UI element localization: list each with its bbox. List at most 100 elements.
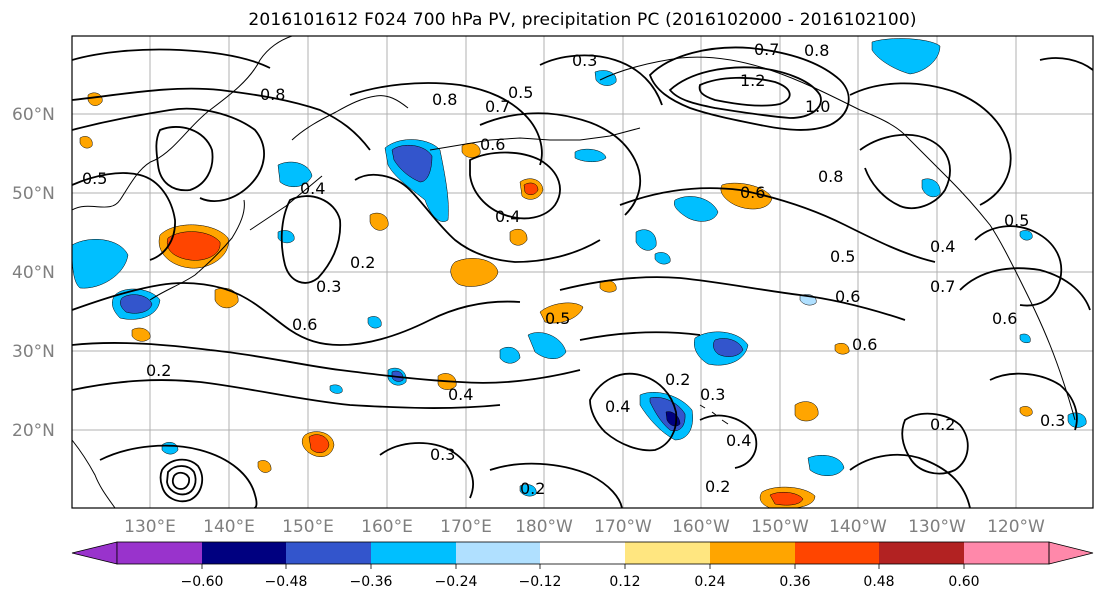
contour-label: 0.7 [754, 40, 779, 59]
precip-positive-area [794, 401, 819, 422]
colorbar: −0.60 −0.48 −0.36 −0.24 −0.12 0.12 0.24 … [71, 541, 1094, 590]
lon-label-150w: 150°W [751, 517, 809, 537]
pv-contours [72, 46, 1093, 508]
contour-label: 0.4 [495, 207, 520, 226]
colorbar-tick-label: −0.12 [519, 574, 562, 590]
contour-label: 0.4 [300, 179, 325, 198]
contour-label: 0.4 [930, 237, 955, 256]
contour-label: 0.5 [545, 309, 570, 328]
lat-label-60n: 60°N [12, 105, 55, 125]
contour-label: 0.6 [835, 287, 860, 306]
lat-label-40n: 40°N [12, 263, 55, 283]
contour-label: 0.3 [316, 277, 341, 296]
contour-label: 0.7 [930, 277, 955, 296]
colorbar-tick-label: 0.12 [609, 574, 640, 590]
precip-negative-core [120, 294, 153, 314]
contour-label: 0.3 [1040, 411, 1065, 430]
precip-negative-area [527, 332, 567, 359]
precip-negative-area [367, 316, 382, 329]
contour-label: 0.2 [665, 370, 690, 389]
contour-label: 0.4 [726, 431, 751, 450]
hawaii-islands [699, 404, 729, 425]
map-frame-border [71, 35, 1094, 509]
colorbar-extend-high [1048, 541, 1094, 565]
lon-label-170w: 170°W [594, 517, 652, 537]
lon-label-130e: 130°E [124, 517, 176, 537]
contour-label: 0.6 [480, 135, 505, 154]
precip-positive-core [523, 182, 539, 195]
precip-negative-area [574, 148, 607, 162]
lat-label-50n: 50°N [12, 184, 55, 204]
precip-positive-area [79, 136, 93, 149]
colorbar-border [116, 541, 1050, 565]
lon-label-150e: 150°E [282, 517, 334, 537]
precip-negative-area [519, 484, 537, 497]
contour-labels: 0.8 0.5 0.8 0.5 0.7 0.6 0.4 0.3 0.7 0.8 … [82, 40, 1065, 498]
asia-coastline [72, 36, 293, 211]
contour-label: 0.3 [572, 51, 597, 70]
colorbar-tick-label: −0.36 [350, 574, 393, 590]
lon-label-130w: 130°W [908, 517, 966, 537]
contour-label: 0.8 [260, 85, 285, 104]
precip-positive-area [1019, 406, 1033, 417]
contour-label: 0.6 [740, 183, 765, 202]
contour-label: 0.8 [804, 41, 829, 60]
colorbar-segment [286, 542, 371, 564]
precip-negative-area [277, 161, 313, 188]
colorbar-segment [117, 542, 202, 564]
lon-label-140w: 140°W [829, 517, 887, 537]
contour-label: 0.6 [292, 315, 317, 334]
lat-label-30n: 30°N [12, 342, 55, 362]
lon-label-180w: 180°W [515, 517, 573, 537]
colorbar-segment [710, 542, 795, 564]
precip-positive-area [539, 302, 584, 324]
lon-label-160e: 160°E [361, 517, 413, 537]
kamchatka-coastline [291, 95, 409, 141]
precip-positive-area [257, 460, 272, 473]
contour-label: 0.5 [82, 169, 107, 188]
contour-label: 0.4 [605, 397, 630, 416]
colorbar-segment [964, 542, 1049, 564]
precip-negative-area [635, 229, 657, 251]
precip-negative-core [391, 144, 433, 183]
contour-label: 0.2 [705, 477, 730, 496]
lon-label-160w: 160°W [672, 517, 730, 537]
colorbar-tick-label: 0.48 [863, 574, 894, 590]
contour-label: 0.7 [485, 97, 510, 116]
colorbar-segment [371, 542, 456, 564]
contour-label: 1.0 [805, 97, 830, 116]
kuril-chain [249, 175, 323, 231]
latitude-labels: 60°N 50°N 40°N 30°N 20°N [12, 105, 55, 441]
lat-label-20n: 20°N [12, 421, 55, 441]
contour-label: 0.5 [1004, 211, 1029, 230]
colorbar-segment [540, 542, 625, 564]
precip-positive-core [166, 231, 221, 261]
precip-negative-area [654, 252, 671, 265]
precip-negative-area [1019, 333, 1031, 344]
contour-label: 0.4 [448, 385, 473, 404]
colorbar-segment [625, 542, 710, 564]
precip-positive-area [509, 229, 528, 246]
philippines-coastline [72, 439, 116, 508]
precip-negative-area [161, 442, 179, 455]
precip-positive-area [834, 343, 850, 355]
contour-label: 0.6 [992, 309, 1017, 328]
contour-label: 0.8 [432, 90, 457, 109]
precip-positive-area [87, 92, 103, 106]
colorbar-tick-label: 0.36 [779, 574, 810, 590]
precip-negative-area [1019, 230, 1033, 241]
aleutian-chain [429, 127, 641, 151]
contour-label: 0.2 [930, 415, 955, 434]
contour-label: 0.8 [818, 167, 843, 186]
colorbar-segment [795, 542, 879, 564]
contour-label: 0.5 [830, 247, 855, 266]
colorbar-segment [202, 542, 286, 564]
colorbar-extend-low [71, 541, 118, 565]
coastlines [72, 36, 1076, 508]
contour-label: 0.2 [520, 479, 545, 498]
precip-positive-area [461, 143, 481, 158]
precip-negative-area [674, 196, 719, 222]
north-america-coastline [904, 134, 1076, 421]
colorbar-segment [879, 542, 964, 564]
precip-negative-core [713, 338, 744, 357]
